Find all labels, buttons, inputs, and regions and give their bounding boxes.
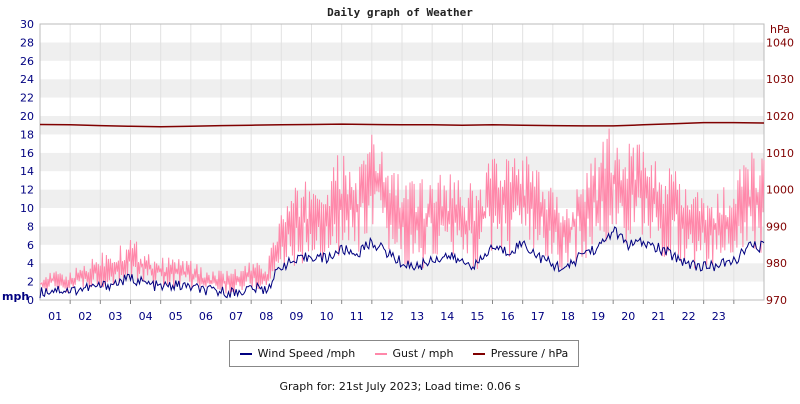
y-left-tick-label: 22 bbox=[20, 92, 34, 105]
y-left-tick-label: 12 bbox=[20, 184, 34, 197]
y-right-axis-label: hPa bbox=[770, 23, 790, 36]
y-right-tick-label: 1020 bbox=[766, 110, 794, 123]
x-tick-label: 05 bbox=[169, 310, 183, 323]
pressure-line bbox=[39, 121, 765, 128]
x-tick-label: 21 bbox=[651, 310, 665, 323]
y-right-tick-label: 1040 bbox=[766, 36, 794, 49]
series-pressure bbox=[39, 121, 765, 128]
x-tick-label: 13 bbox=[410, 310, 424, 323]
x-tick-label: 08 bbox=[259, 310, 273, 323]
y-right-tick-label: 1030 bbox=[766, 73, 794, 86]
x-axis: 01 02 03 04 05 06 07 08 09 10 11 12 13 14 15 16 17 18 19 20… bbox=[48, 300, 735, 323]
legend-label-wind: Wind Speed /mph bbox=[257, 347, 356, 360]
legend: Wind Speed /mph Gust / mph Pressure / hP… bbox=[229, 340, 579, 367]
x-tick-label: 01 bbox=[48, 310, 62, 323]
x-tick-label: 17 bbox=[531, 310, 545, 323]
y-right-tick-label: 990 bbox=[766, 220, 787, 233]
x-tick-label: 18 bbox=[561, 310, 575, 323]
legend-item-gust: Gust / mph bbox=[374, 347, 454, 360]
x-tick-label: 10 bbox=[320, 310, 334, 323]
grid-bands bbox=[39, 23, 765, 301]
y-left-tick-label: 26 bbox=[20, 55, 34, 68]
y-left-tick-label: 24 bbox=[20, 73, 34, 86]
y-left-axis-label: mph bbox=[2, 290, 29, 303]
y-left-tick-label: 6 bbox=[27, 239, 34, 252]
x-tick-label: 19 bbox=[591, 310, 605, 323]
legend-label-pressure: Pressure / hPa bbox=[490, 347, 569, 360]
y-left-tick-label: 30 bbox=[20, 18, 34, 31]
x-tick-label: 06 bbox=[199, 310, 213, 323]
y-right-tick-label: 1000 bbox=[766, 184, 794, 197]
x-tick-label: 07 bbox=[229, 310, 243, 323]
x-tick-label: 09 bbox=[289, 310, 303, 323]
y-right-tick-label: 1010 bbox=[766, 147, 794, 160]
y-left-tick-label: 4 bbox=[27, 257, 34, 270]
footer-text: Graph for: 21st July 2023; Load time: 0.… bbox=[279, 380, 521, 393]
x-tick-label: 12 bbox=[380, 310, 394, 323]
x-tick-label: 03 bbox=[108, 310, 122, 323]
legend-swatch-wind bbox=[239, 352, 252, 355]
x-tick-label: 02 bbox=[78, 310, 92, 323]
y-right-axis: 970 980 990 1000 1010 1020 1030 1040 bbox=[766, 36, 794, 307]
y-right-tick-label: 970 bbox=[766, 294, 787, 307]
legend-swatch-gust bbox=[374, 352, 387, 355]
x-tick-label: 16 bbox=[501, 310, 515, 323]
y-left-tick-label: 14 bbox=[20, 165, 34, 178]
series-gust bbox=[39, 128, 765, 294]
series-wind-speed bbox=[39, 226, 765, 299]
y-left-tick-label: 28 bbox=[20, 36, 34, 49]
y-left-tick-label: 2 bbox=[27, 276, 34, 289]
y-left-tick-label: 8 bbox=[27, 220, 34, 233]
legend-item-pressure: Pressure / hPa bbox=[472, 347, 569, 360]
x-tick-label: 15 bbox=[470, 310, 484, 323]
gust-line bbox=[39, 128, 765, 294]
x-tick-label: 04 bbox=[139, 310, 153, 323]
y-left-tick-label: 10 bbox=[20, 202, 34, 215]
legend-item-wind: Wind Speed /mph bbox=[239, 347, 356, 360]
legend-swatch-pressure bbox=[472, 352, 485, 355]
y-left-tick-label: 20 bbox=[20, 110, 34, 123]
wind-speed-line bbox=[39, 226, 765, 299]
legend-label-gust: Gust / mph bbox=[392, 347, 454, 360]
x-tick-label: 22 bbox=[682, 310, 696, 323]
x-tick-label: 20 bbox=[621, 310, 635, 323]
chart-title: Daily graph of Weather bbox=[327, 6, 473, 19]
x-tick-label: 23 bbox=[712, 310, 726, 323]
y-right-tick-label: 980 bbox=[766, 257, 787, 270]
y-left-tick-label: 16 bbox=[20, 147, 34, 160]
y-left-tick-label: 18 bbox=[20, 128, 34, 141]
y-left-tick-label: 0 bbox=[27, 294, 34, 307]
x-tick-label: 14 bbox=[440, 310, 454, 323]
x-tick-label: 11 bbox=[350, 310, 364, 323]
